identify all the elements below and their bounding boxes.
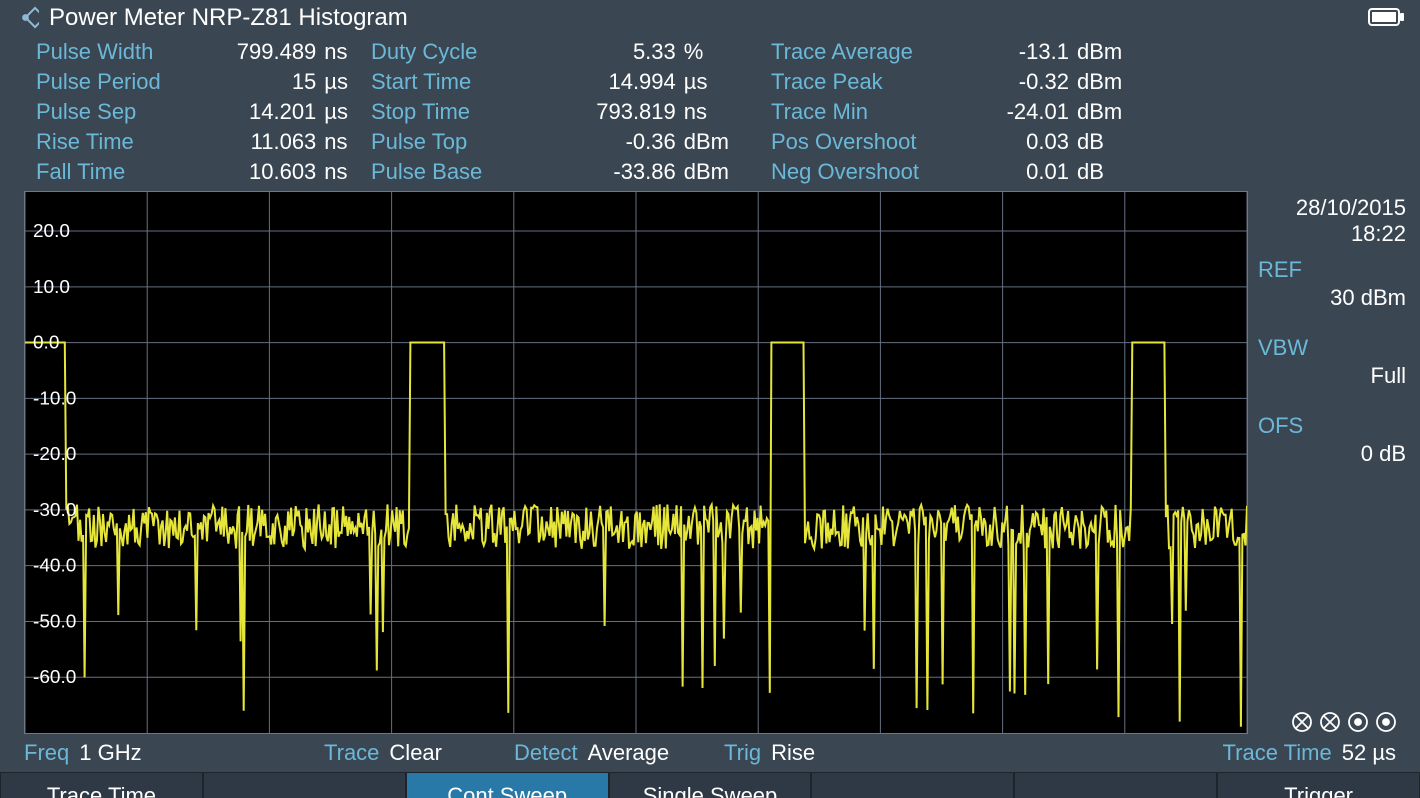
- meas-value: 15: [184, 67, 317, 97]
- softkey-single-sweep[interactable]: Single Sweep: [609, 772, 812, 798]
- meas-label: Trace Average: [771, 37, 948, 67]
- meas-unit: dB: [1069, 157, 1151, 187]
- vbw-label: VBW: [1258, 335, 1406, 361]
- softkey-empty: [1014, 772, 1217, 798]
- meas-label: Pulse Period: [36, 67, 184, 97]
- meas-unit: dBm: [676, 157, 771, 187]
- ofs-label: OFS: [1258, 413, 1406, 439]
- detect-value: Average: [588, 740, 670, 766]
- meas-label: Pulse Top: [371, 127, 524, 157]
- meas-unit: ns: [676, 97, 771, 127]
- ofs-value: 0 dB: [1258, 441, 1406, 467]
- title-bar: Power Meter NRP-Z81 Histogram: [0, 0, 1420, 35]
- softkey-empty: [811, 772, 1014, 798]
- status-bar: Freq 1 GHz Trace Clear Detect Average Trig R…: [0, 734, 1420, 772]
- meas-label: Pulse Width: [36, 37, 184, 67]
- meas-value: -13.1: [948, 37, 1069, 67]
- measurement-table: Pulse Width799.489nsPulse Period15µsPuls…: [0, 35, 1420, 191]
- vbw-value: Full: [1258, 363, 1406, 389]
- svg-text:-10.0: -10.0: [33, 388, 76, 409]
- softkey-menu: Trace Time Cont SweepSingle Sweep Trigger: [0, 772, 1420, 798]
- ref-value: 30 dBm: [1258, 285, 1406, 311]
- meas-value: 14.994: [524, 67, 676, 97]
- meas-label: Trace Peak: [771, 67, 948, 97]
- meas-unit: dBm: [1069, 97, 1151, 127]
- time: 18:22: [1258, 221, 1406, 247]
- meas-value: 799.489: [184, 37, 317, 67]
- meas-unit: dBm: [676, 127, 771, 157]
- svg-text:-30.0: -30.0: [33, 500, 76, 521]
- meas-value: 0.03: [948, 127, 1069, 157]
- meas-value: 5.33: [524, 37, 676, 67]
- meas-unit: dBm: [1069, 67, 1151, 97]
- ref-label: REF: [1258, 257, 1406, 283]
- side-panel: 28/10/2015 18:22 REF 30 dBm VBW Full OFS…: [1248, 191, 1420, 734]
- softkey-empty: [203, 772, 406, 798]
- svg-text:-50.0: -50.0: [33, 611, 76, 632]
- meas-unit: dBm: [1069, 37, 1151, 67]
- status-icons: [1290, 710, 1400, 740]
- meas-label: Neg Overshoot: [771, 157, 948, 187]
- meas-label: Fall Time: [36, 157, 184, 187]
- meas-label: Trace Min: [771, 97, 948, 127]
- battery-icon: [1368, 6, 1406, 28]
- date: 28/10/2015: [1258, 195, 1406, 221]
- svg-text:-20.0: -20.0: [33, 444, 76, 465]
- meas-label: Duty Cycle: [371, 37, 524, 67]
- tracetime-label: Trace Time: [1223, 740, 1332, 766]
- meas-value: 11.063: [184, 127, 317, 157]
- meas-label: Pulse Sep: [36, 97, 184, 127]
- meas-value: 14.201: [184, 97, 317, 127]
- detect-label: Detect: [514, 740, 578, 766]
- svg-text:0.0: 0.0: [33, 333, 59, 354]
- meas-label: Start Time: [371, 67, 524, 97]
- meas-unit: µs: [316, 97, 371, 127]
- trig-label: Trig: [724, 740, 761, 766]
- meas-unit: %: [676, 37, 771, 67]
- meas-value: 10.603: [184, 157, 317, 187]
- meas-label: Stop Time: [371, 97, 524, 127]
- trig-value: Rise: [771, 740, 815, 766]
- meas-unit: ns: [316, 157, 371, 187]
- softkey-cont-sweep[interactable]: Cont Sweep: [406, 772, 609, 798]
- tracetime-value: 52 µs: [1342, 740, 1396, 766]
- trace-value: Clear: [389, 740, 442, 766]
- trace-label: Trace: [324, 740, 379, 766]
- meas-unit: ns: [316, 127, 371, 157]
- svg-text:20.0: 20.0: [33, 221, 70, 242]
- meas-value: -0.32: [948, 67, 1069, 97]
- svg-text:-40.0: -40.0: [33, 556, 76, 577]
- softkey-trace-time[interactable]: Trace Time: [0, 772, 203, 798]
- meas-value: -24.01: [948, 97, 1069, 127]
- freq-value: 1 GHz: [79, 740, 141, 766]
- meas-label: Rise Time: [36, 127, 184, 157]
- histogram-plot: 20.0 10.0 0.0 -10.0 -20.0 -30.0 -40.0 -50.0 -60.…: [24, 191, 1248, 734]
- brand-logo-icon: [12, 4, 39, 31]
- freq-label: Freq: [24, 740, 69, 766]
- meas-label: Pos Overshoot: [771, 127, 948, 157]
- meas-value: -0.36: [524, 127, 676, 157]
- meas-unit: µs: [316, 67, 371, 97]
- meas-unit: dB: [1069, 127, 1151, 157]
- meas-unit: ns: [316, 37, 371, 67]
- svg-text:-60.0: -60.0: [33, 667, 76, 688]
- softkey-trigger[interactable]: Trigger: [1217, 772, 1420, 798]
- meas-value: 0.01: [948, 157, 1069, 187]
- svg-text:10.0: 10.0: [33, 277, 70, 298]
- window-title: Power Meter NRP-Z81 Histogram: [49, 4, 408, 32]
- meas-unit: µs: [676, 67, 771, 97]
- meas-label: Pulse Base: [371, 157, 524, 187]
- meas-value: -33.86: [524, 157, 676, 187]
- meas-value: 793.819: [524, 97, 676, 127]
